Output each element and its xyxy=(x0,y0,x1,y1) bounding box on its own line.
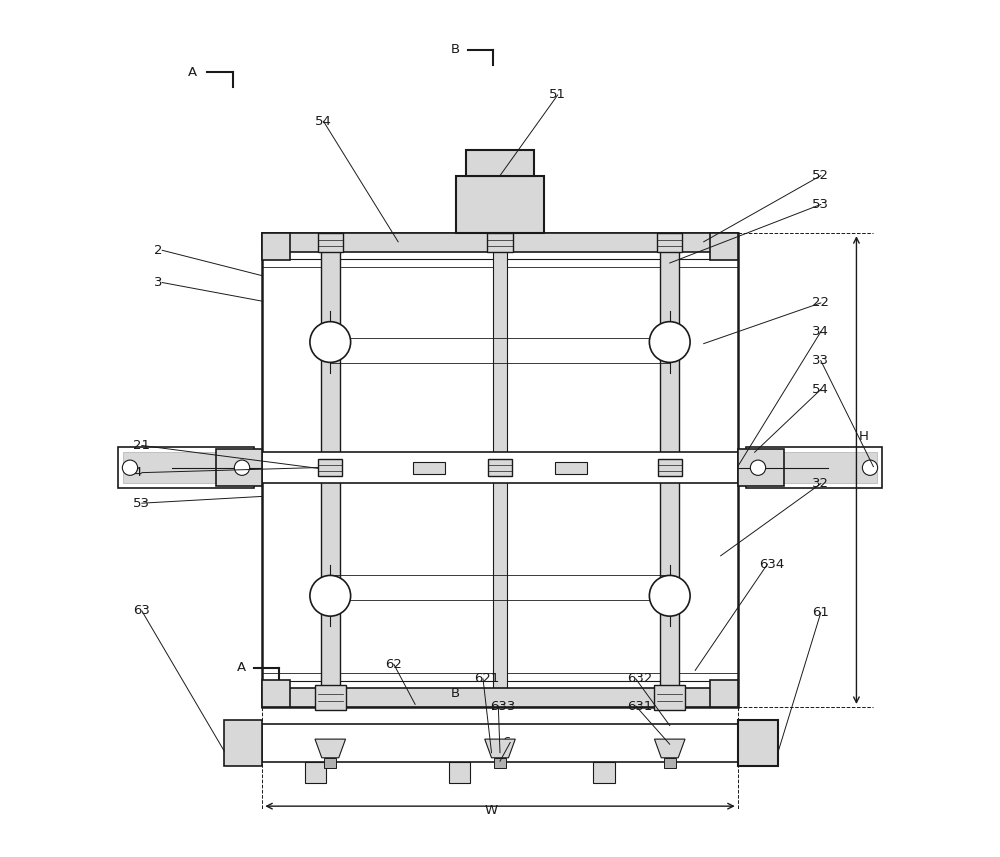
Bar xyxy=(118,447,254,488)
Bar xyxy=(318,688,343,707)
Bar xyxy=(262,233,738,707)
Text: 632: 632 xyxy=(627,673,653,686)
Text: 61: 61 xyxy=(812,606,829,619)
Bar xyxy=(710,680,738,707)
Circle shape xyxy=(649,321,690,363)
Bar xyxy=(488,459,512,476)
Bar xyxy=(318,233,343,252)
Circle shape xyxy=(750,460,766,476)
Text: 33: 33 xyxy=(812,354,829,367)
Text: 52: 52 xyxy=(812,169,829,182)
Text: 63: 63 xyxy=(133,604,150,617)
Circle shape xyxy=(234,460,250,476)
Bar xyxy=(657,688,682,707)
Bar xyxy=(262,233,290,261)
Bar xyxy=(318,459,342,476)
Bar xyxy=(262,233,738,252)
Text: 32: 32 xyxy=(812,477,829,490)
Text: B: B xyxy=(451,686,460,700)
Text: 621: 621 xyxy=(475,673,500,686)
Bar xyxy=(555,462,587,474)
Bar xyxy=(660,233,679,707)
Bar xyxy=(738,720,778,766)
Bar xyxy=(658,459,682,476)
Text: 53: 53 xyxy=(812,198,829,211)
Text: 4: 4 xyxy=(133,466,142,479)
Bar xyxy=(224,720,262,766)
Bar xyxy=(262,724,738,762)
Circle shape xyxy=(862,460,878,476)
Text: A: A xyxy=(188,65,197,79)
Bar xyxy=(324,758,336,768)
Bar xyxy=(413,462,445,474)
Text: 53: 53 xyxy=(133,497,150,510)
Bar xyxy=(315,685,346,710)
Bar xyxy=(664,758,676,768)
Circle shape xyxy=(649,575,690,616)
Text: H: H xyxy=(859,430,869,443)
Bar xyxy=(593,762,615,783)
Text: A: A xyxy=(237,662,246,674)
Bar xyxy=(746,447,882,488)
Text: 2: 2 xyxy=(154,243,162,257)
Text: W: W xyxy=(485,804,498,817)
Polygon shape xyxy=(485,739,515,758)
Bar xyxy=(262,452,738,483)
Bar xyxy=(487,233,513,252)
Circle shape xyxy=(310,321,351,363)
Text: 34: 34 xyxy=(812,326,829,339)
Text: 21: 21 xyxy=(133,439,150,452)
Bar xyxy=(456,176,544,233)
Bar xyxy=(321,233,340,707)
Bar xyxy=(449,762,470,783)
Bar xyxy=(123,452,249,483)
Text: 54: 54 xyxy=(812,383,829,396)
Text: 51: 51 xyxy=(549,88,566,101)
Bar xyxy=(262,688,738,707)
Circle shape xyxy=(310,575,351,616)
Text: 634: 634 xyxy=(759,558,784,571)
Text: 54: 54 xyxy=(315,115,332,128)
Bar xyxy=(654,685,685,710)
Bar xyxy=(751,452,877,483)
Bar xyxy=(710,233,738,261)
Bar xyxy=(216,449,262,487)
Circle shape xyxy=(122,460,138,476)
Text: B: B xyxy=(451,44,460,57)
Bar xyxy=(657,233,682,252)
Bar xyxy=(493,233,507,707)
Bar xyxy=(305,762,326,783)
Text: 633: 633 xyxy=(490,699,515,712)
Text: 62: 62 xyxy=(385,658,402,671)
Bar xyxy=(494,758,506,768)
Bar xyxy=(262,680,290,707)
Text: 631: 631 xyxy=(627,699,653,712)
Text: 3: 3 xyxy=(154,276,162,289)
Bar xyxy=(466,150,534,176)
Text: 6: 6 xyxy=(502,736,510,749)
Polygon shape xyxy=(654,739,685,758)
Text: 22: 22 xyxy=(812,297,829,309)
Polygon shape xyxy=(315,739,346,758)
Bar xyxy=(738,449,784,487)
